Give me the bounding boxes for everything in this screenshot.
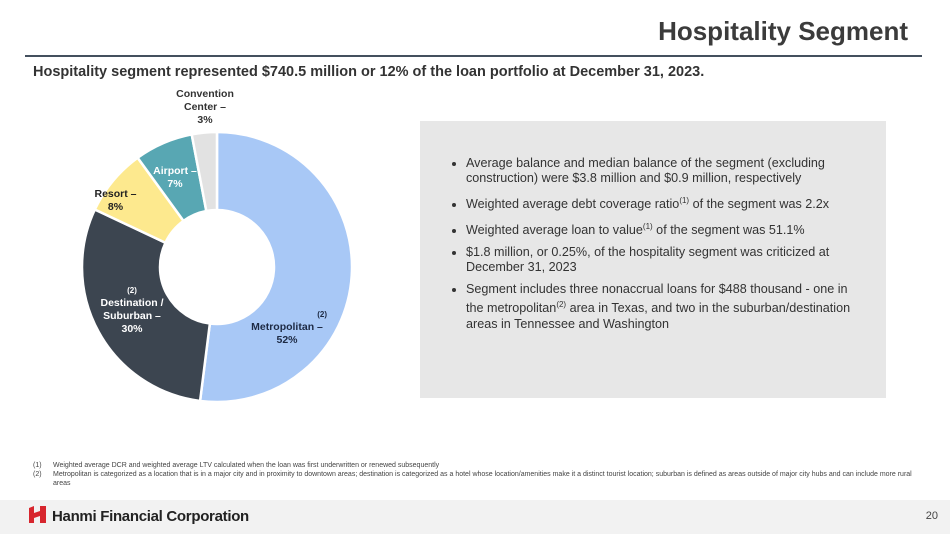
bullet: Weighted average loan to value(1) of the… — [466, 219, 856, 238]
slice-label: Resort –8% — [93, 188, 138, 214]
bullet-text: of the segment was 2.2x — [689, 197, 830, 212]
footnote: (2) Metropolitan is categorized as a loca… — [33, 470, 923, 488]
slice-label: Convention Center –3% — [160, 88, 250, 127]
donut-slice — [190, 130, 219, 213]
footnote-text: Metropolitan is categorized as a locatio… — [53, 471, 912, 487]
footnote-mark: (1) — [33, 462, 42, 469]
footnotes: (1) Weighted average DCR and weighted ave… — [33, 461, 923, 488]
slice-label: Airport –7% — [145, 165, 205, 191]
bullet: $1.8 million, or 0.25%, of the hospitali… — [466, 245, 856, 275]
slice-label: (2) Destination / Suburban –30% — [92, 284, 172, 336]
info-box: Average balance and median balance of th… — [420, 121, 886, 398]
value-label: 8% — [107, 201, 124, 213]
value-label: 3% — [197, 114, 213, 126]
slice-label: (2) Metropolitan –52% — [247, 308, 327, 347]
donut-chart — [80, 130, 354, 404]
category-label: Metropolitan – — [251, 321, 323, 333]
company-name: Hanmi Financial Corporation — [52, 508, 249, 525]
category-label: Airport – — [153, 165, 197, 177]
bullet: Segment includes three nonaccrual loans … — [466, 282, 856, 331]
category-label: Destination / Suburban – — [100, 297, 164, 322]
bullet-text: area in Texas, and two in the suburban/d… — [466, 301, 851, 331]
bullet: Average balance and median balance of th… — [466, 156, 856, 186]
note-ref: (2) — [556, 300, 567, 310]
donut-slice — [198, 130, 354, 404]
bullet-text: Weighted average debt coverage ratio — [466, 197, 680, 212]
category-label: Convention Center – — [176, 88, 234, 113]
bullet-text: Segment includes three nonaccrual loans … — [466, 282, 848, 316]
value-label: 7% — [167, 178, 183, 190]
value-label: 30% — [121, 323, 143, 335]
subtitle: Hospitality segment represented $740.5 m… — [33, 64, 705, 80]
note-mark: (2) — [127, 286, 137, 295]
bullet: Weighted average debt coverage ratio(1) … — [466, 193, 856, 212]
bullet-list: Average balance and median balance of th… — [420, 121, 886, 332]
bullet-text: of the segment was 51.1% — [652, 223, 805, 238]
footnote: (1) Weighted average DCR and weighted ave… — [33, 461, 923, 470]
logo-icon — [29, 506, 46, 523]
bullet-text: Weighted average loan to value — [466, 223, 643, 238]
title: Hospitality Segment — [658, 16, 908, 46]
note-ref: (1) — [679, 196, 690, 205]
donut-slice — [80, 207, 212, 403]
category-label: Resort – — [94, 188, 137, 200]
value-label: 52% — [276, 334, 298, 346]
bullet-text: Average balance and median balance of th… — [466, 156, 825, 185]
bullet-text: $1.8 million, or 0.25%, of the hospitali… — [466, 245, 830, 275]
footer-bar — [0, 500, 950, 534]
footnote-text: Weighted average DCR and weighted averag… — [53, 462, 440, 469]
note-mark: (2) — [317, 310, 327, 319]
divider — [25, 55, 922, 57]
note-ref: (1) — [642, 222, 653, 232]
footnote-mark: (2) — [33, 471, 42, 478]
page-number: 20 — [925, 510, 938, 522]
